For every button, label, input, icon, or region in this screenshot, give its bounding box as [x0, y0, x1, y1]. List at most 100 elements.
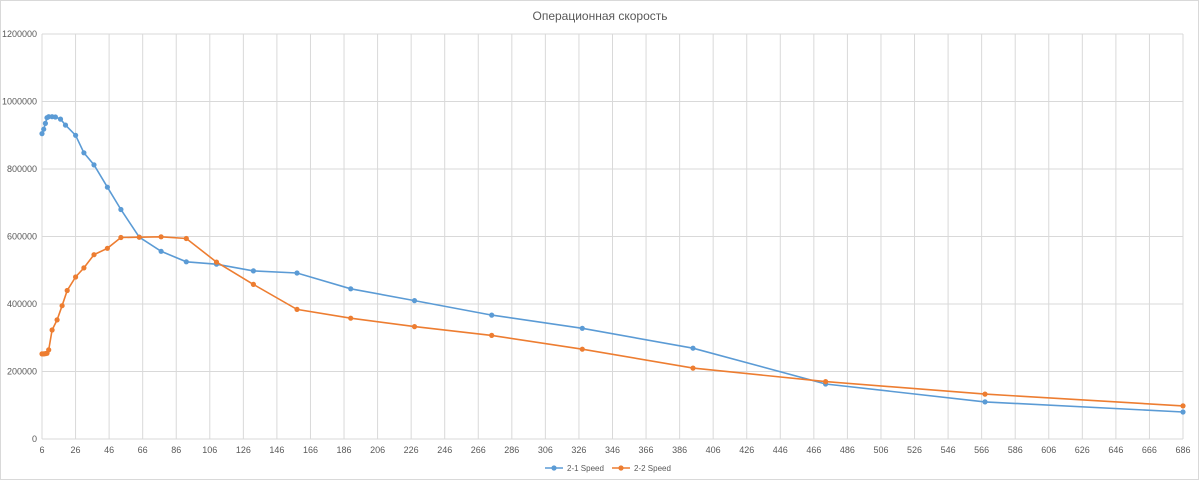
data-point [64, 287, 70, 294]
x-tick-label: 226 [404, 445, 419, 455]
x-tick-label: 486 [840, 445, 855, 455]
x-tick-label: 386 [672, 445, 687, 455]
y-tick-label: 400000 [7, 299, 37, 309]
data-point [489, 312, 495, 318]
legend[interactable]: 2-1 Speed 2-2 Speed [545, 464, 671, 473]
data-point [57, 116, 64, 122]
x-tick-label: 526 [907, 445, 922, 455]
data-point [104, 184, 110, 190]
data-point [348, 315, 354, 321]
x-tick-label: 286 [504, 445, 519, 455]
x-tick-label: 406 [706, 445, 721, 455]
x-tick-label: 346 [605, 445, 620, 455]
data-point [579, 346, 585, 352]
x-tick-label: 366 [639, 445, 654, 455]
x-tick-label: 26 [71, 445, 81, 455]
data-point [348, 286, 354, 292]
data-point [118, 206, 124, 213]
data-point [294, 270, 300, 276]
data-point [118, 234, 124, 241]
y-tick-label: 800000 [7, 164, 37, 174]
data-point [41, 126, 47, 132]
gridlines [41, 33, 1184, 440]
x-tick-label: 326 [571, 445, 586, 455]
data-point [73, 274, 79, 280]
x-tick-label: 86 [171, 445, 181, 455]
x-tick-label: 146 [269, 445, 284, 455]
x-tick-label: 206 [370, 445, 385, 455]
x-tick-label: 446 [773, 445, 788, 455]
x-tick-label: 106 [202, 445, 217, 455]
data-point [62, 122, 69, 128]
data-point [489, 332, 495, 338]
axes: 6 26 46 66 86 106 126 146 166 186 206 226 246 266 286 3… [2, 29, 1191, 455]
x-tick-label: 126 [236, 445, 251, 455]
data-point [250, 281, 256, 287]
legend-item[interactable]: 2-1 Speed [545, 464, 604, 473]
x-tick-label: 246 [437, 445, 452, 455]
data-point [42, 120, 49, 126]
data-point [52, 114, 59, 120]
series-layer [39, 114, 1186, 415]
data-point [411, 324, 418, 330]
data-point [91, 162, 97, 168]
x-tick-label: 566 [974, 445, 989, 455]
data-point [104, 245, 110, 251]
x-tick-label: 166 [303, 445, 318, 455]
data-point [213, 259, 220, 265]
legend-label: 2-1 Speed [567, 464, 604, 473]
data-point [982, 391, 988, 397]
x-tick-label: 6 [39, 445, 44, 455]
x-tick-label: 686 [1175, 445, 1190, 455]
data-point [982, 399, 988, 405]
x-tick-label: 646 [1108, 445, 1123, 455]
x-tick-label: 46 [104, 445, 114, 455]
y-tick-label: 200000 [7, 367, 37, 377]
series-2-2-speed [39, 234, 1186, 409]
data-point [91, 252, 97, 258]
legend-label: 2-2 Speed [634, 464, 671, 473]
y-tick-label: 1000000 [2, 97, 37, 107]
data-point [690, 365, 696, 371]
data-point [183, 259, 189, 265]
data-point [1180, 403, 1186, 409]
x-tick-label: 426 [739, 445, 754, 455]
x-tick-label: 666 [1142, 445, 1157, 455]
legend-dot-marker [551, 465, 557, 471]
x-tick-label: 466 [806, 445, 821, 455]
series-2-1-speed [39, 114, 1186, 415]
data-point [250, 268, 256, 274]
data-point [81, 265, 87, 271]
data-point [690, 345, 696, 351]
legend-dot-marker [618, 465, 624, 471]
chart-title: Операционная скорость [532, 9, 667, 23]
x-tick-label: 586 [1008, 445, 1023, 455]
data-point [54, 317, 60, 323]
data-point [73, 132, 79, 138]
x-tick-label: 506 [873, 445, 888, 455]
data-point [1180, 409, 1186, 415]
x-tick-label: 66 [138, 445, 148, 455]
data-point [39, 131, 45, 137]
legend-item[interactable]: 2-2 Speed [612, 464, 671, 473]
x-tick-label: 606 [1041, 445, 1056, 455]
data-point [59, 303, 65, 309]
data-point [183, 235, 189, 242]
data-point [579, 325, 585, 331]
data-point [46, 347, 52, 353]
data-point [823, 379, 829, 385]
x-tick-label: 546 [941, 445, 956, 455]
x-tick-label: 306 [538, 445, 553, 455]
y-tick-label: 1200000 [2, 29, 37, 39]
x-tick-label: 186 [337, 445, 352, 455]
y-tick-label: 600000 [7, 232, 37, 242]
data-point [136, 234, 142, 240]
series-line [42, 235, 1184, 407]
data-point [81, 150, 87, 156]
x-tick-label: 266 [471, 445, 486, 455]
y-tick-label: 0 [32, 434, 37, 444]
data-point [49, 327, 55, 333]
data-point [158, 248, 164, 254]
